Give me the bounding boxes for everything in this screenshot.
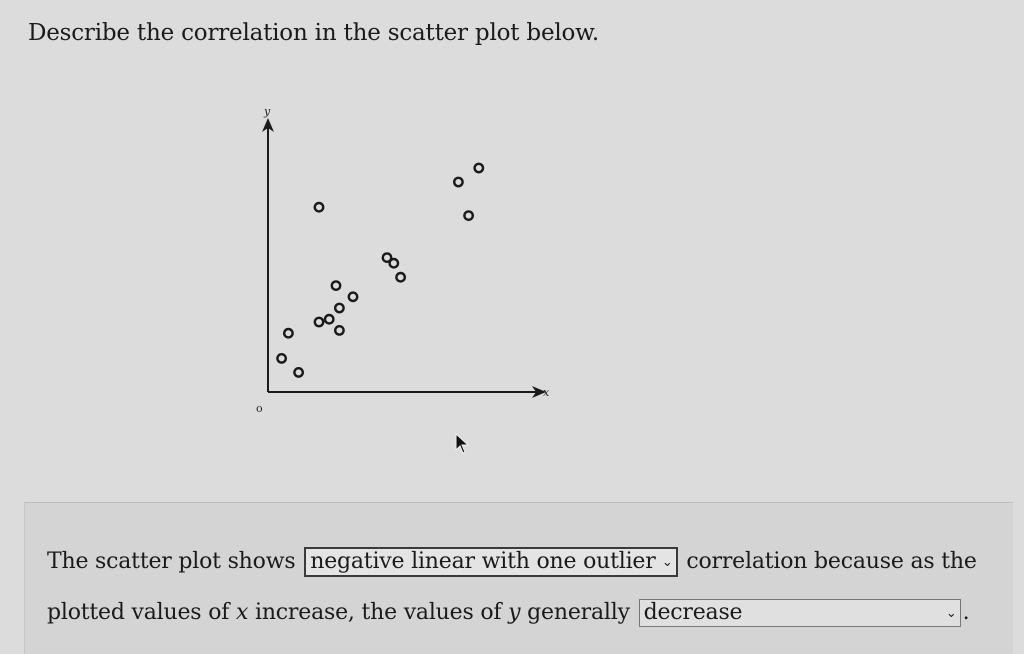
answer-text-3a: plotted values of (47, 600, 230, 625)
data-point-7 (333, 324, 345, 336)
scatter-plot: y x o (256, 105, 550, 415)
x-axis-label: x (543, 386, 550, 399)
data-point-2 (282, 327, 294, 339)
question-text: Describe the correlation in the scatter … (28, 20, 600, 46)
answer-period: . (962, 600, 970, 625)
correlation-type-select[interactable]: negative linear with one outlier ⌄ (304, 547, 678, 577)
trend-direction-value: decrease (643, 600, 743, 625)
answer-text-3c: generally (527, 600, 630, 625)
data-point-3 (293, 366, 304, 378)
data-point-4 (313, 316, 325, 328)
answer-text-2: correlation because as the (686, 549, 977, 574)
variable-y: y (508, 600, 521, 625)
answer-text-3b: increase, the values of (255, 600, 502, 625)
trend-direction-select[interactable]: decrease ⌄ (638, 599, 961, 627)
data-points (276, 162, 485, 378)
answer-line-2: plotted values of x increase, the values… (47, 599, 970, 627)
chevron-down-icon: ⌄ (661, 555, 673, 570)
answer-text-1: The scatter plot shows (47, 549, 296, 574)
data-point-13 (395, 271, 406, 283)
answer-line-1: The scatter plot shows negative linear w… (47, 547, 977, 577)
variable-x: x (235, 600, 249, 625)
mouse-cursor-icon (455, 432, 470, 454)
answer-panel: The scatter plot shows negative linear w… (24, 502, 1013, 654)
data-point-14 (452, 176, 464, 188)
data-point-1 (276, 352, 287, 364)
data-point-15 (463, 210, 474, 222)
data-point-5 (323, 313, 335, 325)
chevron-down-icon: ⌄ (945, 606, 957, 621)
data-point-10 (313, 201, 325, 213)
data-point-6 (333, 302, 345, 314)
y-axis (262, 118, 274, 392)
data-point-11 (381, 252, 393, 264)
data-point-8 (330, 280, 342, 291)
origin-label: o (256, 402, 263, 415)
correlation-type-value: negative linear with one outlier (310, 549, 656, 574)
x-axis (268, 386, 546, 398)
y-axis-label: y (263, 105, 271, 118)
data-point-12 (388, 257, 400, 269)
data-point-16 (473, 162, 485, 174)
data-point-9 (347, 291, 359, 303)
